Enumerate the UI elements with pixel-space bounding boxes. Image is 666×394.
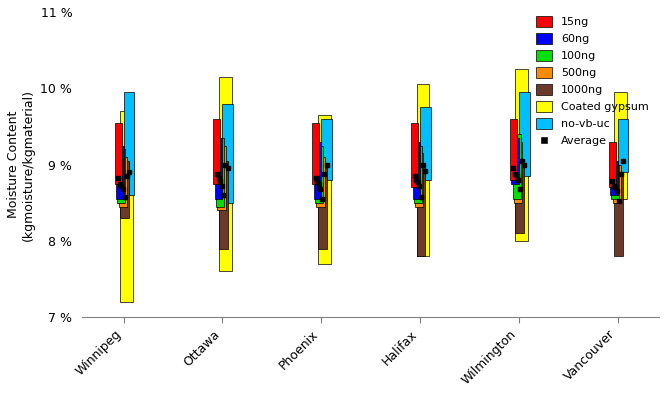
Bar bbox=[219, 161, 228, 249]
Bar bbox=[415, 153, 424, 206]
Bar bbox=[115, 123, 122, 184]
Bar bbox=[318, 115, 330, 264]
Bar bbox=[611, 165, 619, 199]
Bar bbox=[519, 92, 529, 176]
Bar bbox=[120, 111, 133, 302]
Bar bbox=[515, 165, 524, 233]
Bar bbox=[316, 157, 325, 206]
Bar bbox=[218, 145, 226, 210]
Bar bbox=[416, 165, 426, 256]
Bar bbox=[116, 145, 123, 199]
Bar bbox=[617, 119, 629, 172]
Bar bbox=[420, 107, 431, 180]
Bar bbox=[609, 142, 615, 188]
Bar bbox=[315, 145, 323, 203]
Legend: 15ng, 60ng, 100ng, 500ng, 1000ng, Coated gypsum, no-vb-uc, Average: 15ng, 60ng, 100ng, 500ng, 1000ng, Coated… bbox=[531, 11, 653, 151]
Bar bbox=[610, 161, 617, 195]
Bar bbox=[222, 104, 233, 203]
Bar bbox=[514, 142, 522, 203]
Bar bbox=[412, 142, 420, 199]
Bar bbox=[119, 157, 127, 206]
Y-axis label: Moisture Content
(kgmoisture/kgmaterial): Moisture Content (kgmoisture/kgmaterial) bbox=[7, 89, 35, 241]
Bar bbox=[215, 138, 222, 199]
Bar bbox=[124, 92, 135, 195]
Bar bbox=[414, 145, 422, 203]
Bar bbox=[314, 142, 321, 199]
Bar bbox=[321, 119, 332, 180]
Bar bbox=[219, 77, 232, 271]
Bar bbox=[510, 119, 517, 180]
Bar bbox=[614, 176, 623, 256]
Bar bbox=[117, 149, 125, 203]
Bar bbox=[614, 92, 627, 199]
Bar bbox=[613, 165, 621, 203]
Bar bbox=[120, 161, 129, 218]
Bar bbox=[216, 138, 224, 206]
Bar bbox=[511, 138, 519, 184]
Bar bbox=[318, 168, 326, 249]
Bar bbox=[411, 123, 418, 188]
Bar bbox=[515, 69, 528, 241]
Bar bbox=[214, 119, 220, 184]
Bar bbox=[416, 84, 430, 256]
Bar bbox=[513, 134, 521, 199]
Bar bbox=[312, 123, 319, 184]
